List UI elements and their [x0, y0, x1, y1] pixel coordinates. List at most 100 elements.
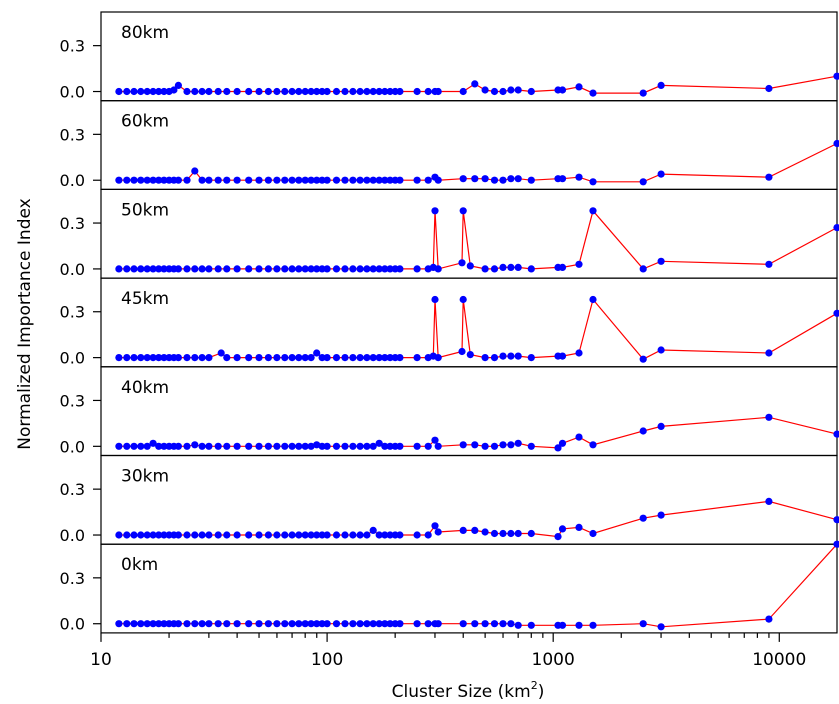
data-point [318, 531, 326, 539]
data-point [155, 531, 163, 539]
data-point [233, 87, 241, 96]
data-point [490, 442, 499, 450]
data-point [381, 620, 389, 628]
data-point [183, 442, 191, 450]
y-tick-label: 0.0 [60, 260, 85, 279]
data-point [130, 620, 138, 628]
data-point [295, 531, 303, 539]
data-point [137, 354, 145, 362]
data-point [499, 441, 507, 449]
data-point [288, 265, 296, 273]
data-point [288, 531, 296, 539]
data-point [381, 442, 389, 450]
data-point [137, 265, 145, 273]
y-tick-label: 0.3 [60, 214, 85, 233]
data-point [255, 531, 263, 539]
data-point [143, 442, 151, 450]
data-point [657, 81, 665, 89]
data-point [375, 176, 383, 184]
x-tick-labels: 10 100 1000 10000 [90, 632, 806, 670]
panel-60km: 0.0 0.3 60km [60, 100, 839, 190]
x-axis-label-main: Cluster Size (km [392, 682, 531, 702]
data-point [130, 354, 138, 362]
data-point [527, 87, 535, 96]
data-point [183, 87, 191, 96]
data-point [481, 442, 489, 450]
data-point [143, 354, 151, 362]
data-point [375, 354, 383, 362]
data-point [191, 441, 199, 449]
data-point [245, 265, 253, 273]
data-point [765, 413, 773, 421]
data-point [288, 87, 296, 96]
panel-frame [100, 366, 838, 457]
data-point [514, 352, 522, 360]
x-tick-label: 10000 [752, 650, 806, 670]
data-point [307, 620, 315, 628]
data-point [396, 442, 404, 450]
data-point [245, 354, 253, 362]
panel-label: 40km [121, 378, 169, 398]
data-point [589, 621, 597, 629]
data-point [301, 442, 309, 450]
data-point [160, 176, 168, 184]
data-point [514, 263, 522, 271]
data-point [369, 87, 377, 96]
data-point [281, 442, 289, 450]
data-point [313, 531, 321, 539]
data-point [527, 621, 535, 629]
data-point [507, 441, 515, 449]
y-tick-label: 0.3 [60, 569, 85, 588]
data-point [514, 175, 522, 183]
data-point [255, 176, 263, 184]
data-point [639, 178, 647, 186]
data-point [434, 620, 442, 628]
data-point [431, 295, 439, 304]
data-point [174, 442, 182, 450]
data-point [123, 176, 131, 184]
data-point [255, 87, 263, 96]
data-point [657, 511, 665, 519]
data-point [205, 265, 213, 273]
data-point [424, 87, 432, 96]
panel-label: 50km [121, 200, 169, 220]
data-point [471, 620, 479, 628]
data-point [255, 442, 263, 450]
data-point [833, 224, 839, 232]
data-point [183, 176, 191, 184]
x-tick-label: 1000 [532, 650, 575, 670]
data-point [459, 175, 467, 183]
data-point [639, 265, 647, 273]
data-point [459, 441, 467, 449]
data-point [507, 86, 515, 94]
data-point [273, 620, 281, 628]
data-point [356, 265, 364, 273]
data-point [434, 528, 442, 536]
data-point [363, 265, 371, 273]
data-point [143, 620, 151, 628]
data-point [183, 620, 191, 628]
data-point [386, 442, 394, 450]
data-point [155, 87, 163, 96]
data-point [413, 176, 421, 184]
data-point [396, 531, 404, 539]
data-point [137, 620, 145, 628]
data-point [434, 354, 442, 362]
data-point [434, 87, 442, 96]
data-point [499, 263, 507, 271]
panel-30km: 0.0 0.3 30km [60, 454, 839, 545]
data-point [507, 263, 515, 271]
data-point [381, 265, 389, 273]
data-point [386, 265, 394, 273]
data-point [295, 620, 303, 628]
data-point [554, 444, 562, 452]
data-point [507, 620, 515, 628]
data-point [288, 620, 296, 628]
data-point [149, 531, 157, 539]
data-point [499, 352, 507, 360]
data-point [130, 176, 138, 184]
data-point [307, 442, 315, 450]
data-point [431, 207, 439, 215]
